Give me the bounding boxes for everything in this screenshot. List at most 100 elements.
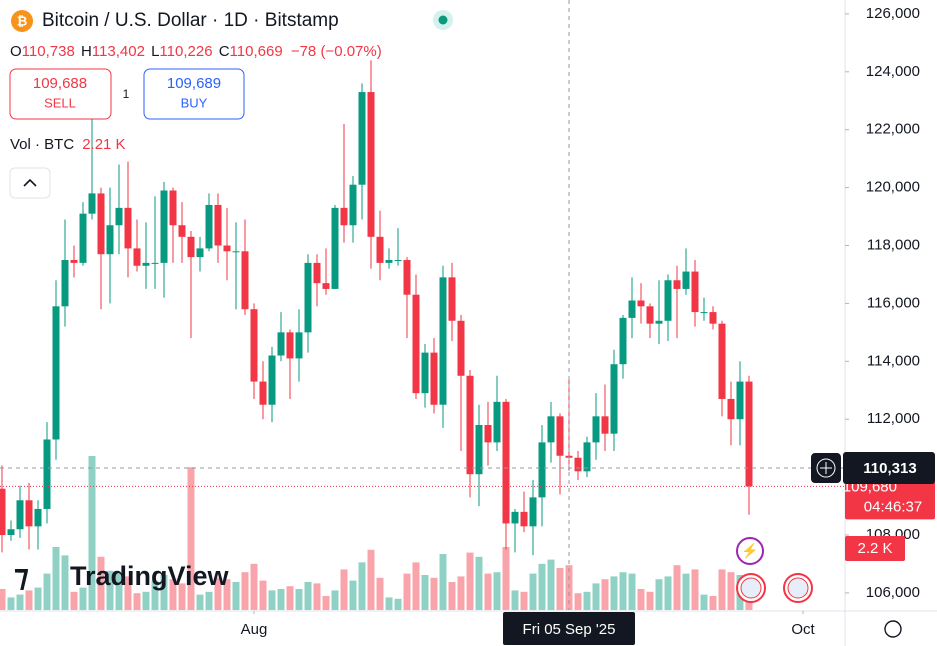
volume-bar	[412, 562, 420, 610]
volume-bar	[88, 456, 96, 610]
volume-bar	[232, 582, 240, 610]
volume-bar	[16, 594, 24, 610]
candle-body	[493, 401, 501, 443]
candle-body	[538, 442, 546, 498]
event-icon[interactable]	[736, 537, 764, 565]
volume-bar	[592, 583, 600, 610]
volume-bar	[646, 591, 654, 610]
candle-body	[7, 529, 15, 536]
y-tick-label: 116,000	[867, 294, 920, 311]
buy-label: BUY	[181, 95, 208, 110]
volume-bar	[178, 583, 186, 610]
volume-bar	[70, 591, 78, 610]
candle-body	[0, 488, 6, 536]
candle-body	[268, 355, 276, 405]
ohlc-value: 110,669	[230, 43, 283, 60]
volume-bar	[421, 575, 429, 610]
sell-price: 109,688	[33, 75, 87, 92]
candle-body	[277, 332, 285, 356]
ohlc-key: O	[10, 43, 22, 60]
candle-body	[232, 251, 240, 253]
volume-bar	[673, 565, 681, 610]
volume-bar	[295, 589, 303, 610]
collapse-button[interactable]	[9, 167, 51, 199]
candle-body	[592, 416, 600, 443]
y-tick-label: 114,000	[867, 352, 920, 369]
volume-bar	[367, 549, 375, 610]
candle-body	[349, 184, 357, 226]
candle-body	[520, 511, 528, 527]
candle-body	[403, 259, 411, 295]
candle-body	[646, 306, 654, 324]
candle-body	[250, 309, 258, 382]
volume-bar	[160, 575, 168, 610]
volume-bar	[214, 577, 222, 610]
flag-icon-inner	[740, 577, 762, 599]
coin-icon	[11, 10, 33, 32]
volume-bar	[727, 572, 735, 610]
crosshair-price-box	[843, 452, 935, 485]
sell-button[interactable]	[9, 68, 112, 120]
candle-body	[475, 425, 483, 475]
volume-bar	[223, 579, 231, 610]
volume-bar	[682, 573, 690, 610]
candle-body	[52, 306, 60, 440]
candle-body	[160, 190, 168, 263]
candle-body	[88, 193, 96, 214]
volume-bar	[475, 556, 483, 610]
volume-bar	[304, 582, 312, 610]
tv-glyph: ⁊	[14, 560, 29, 593]
volume-bar	[709, 596, 717, 610]
volume-bar	[205, 591, 213, 610]
settings-icon[interactable]	[884, 620, 902, 638]
volume-bar	[268, 590, 276, 610]
candle-body	[700, 312, 708, 314]
logo: TradingView	[70, 561, 230, 591]
volume-bar	[133, 593, 141, 610]
buy-button[interactable]	[143, 68, 245, 120]
volume-bar	[376, 577, 384, 610]
volume-bar	[700, 594, 708, 610]
volume-bar	[142, 591, 150, 610]
y-tick-label: 106,000	[866, 584, 920, 601]
volume-bar	[529, 573, 537, 610]
candle-body	[628, 300, 636, 318]
volume-bar	[655, 579, 663, 610]
volume-bar	[484, 573, 492, 610]
candle-body	[115, 207, 123, 226]
candle-body	[79, 213, 87, 263]
symbol-title: Bitcoin / U.S. Dollar · 1D · Bitstamp	[42, 10, 339, 31]
volume-bar	[691, 569, 699, 610]
volume-bar	[313, 583, 321, 610]
change: −78 (−0.07%)	[291, 43, 382, 60]
candle-body	[574, 457, 582, 472]
candle-body	[745, 381, 753, 487]
volume-bar	[538, 563, 546, 610]
ohlc-value: 110,738	[22, 43, 75, 60]
volume-bar	[61, 555, 69, 610]
volume-bar	[286, 586, 294, 610]
plot-area	[0, 60, 753, 610]
volume-bar	[115, 573, 123, 610]
crosshair-plus-icon	[816, 458, 836, 478]
candle-body	[178, 225, 186, 237]
volume-bar	[358, 562, 366, 610]
crosshair-price-label: 110,313	[863, 460, 916, 477]
candle-body	[484, 425, 492, 443]
volume-bar	[430, 577, 438, 610]
volume-bar	[169, 579, 177, 610]
x-tick-label: Aug	[241, 621, 268, 638]
candle-body	[16, 500, 24, 530]
crosshair-date-box	[503, 612, 635, 645]
volume-bar	[259, 580, 267, 610]
volume-label-box	[845, 536, 905, 561]
volume-bar	[340, 569, 348, 610]
candle-body	[619, 317, 627, 365]
candle-body	[142, 262, 150, 266]
volume-bar	[448, 582, 456, 610]
candle-body	[133, 248, 141, 266]
candle-body	[304, 262, 312, 333]
candle-body	[223, 245, 231, 252]
